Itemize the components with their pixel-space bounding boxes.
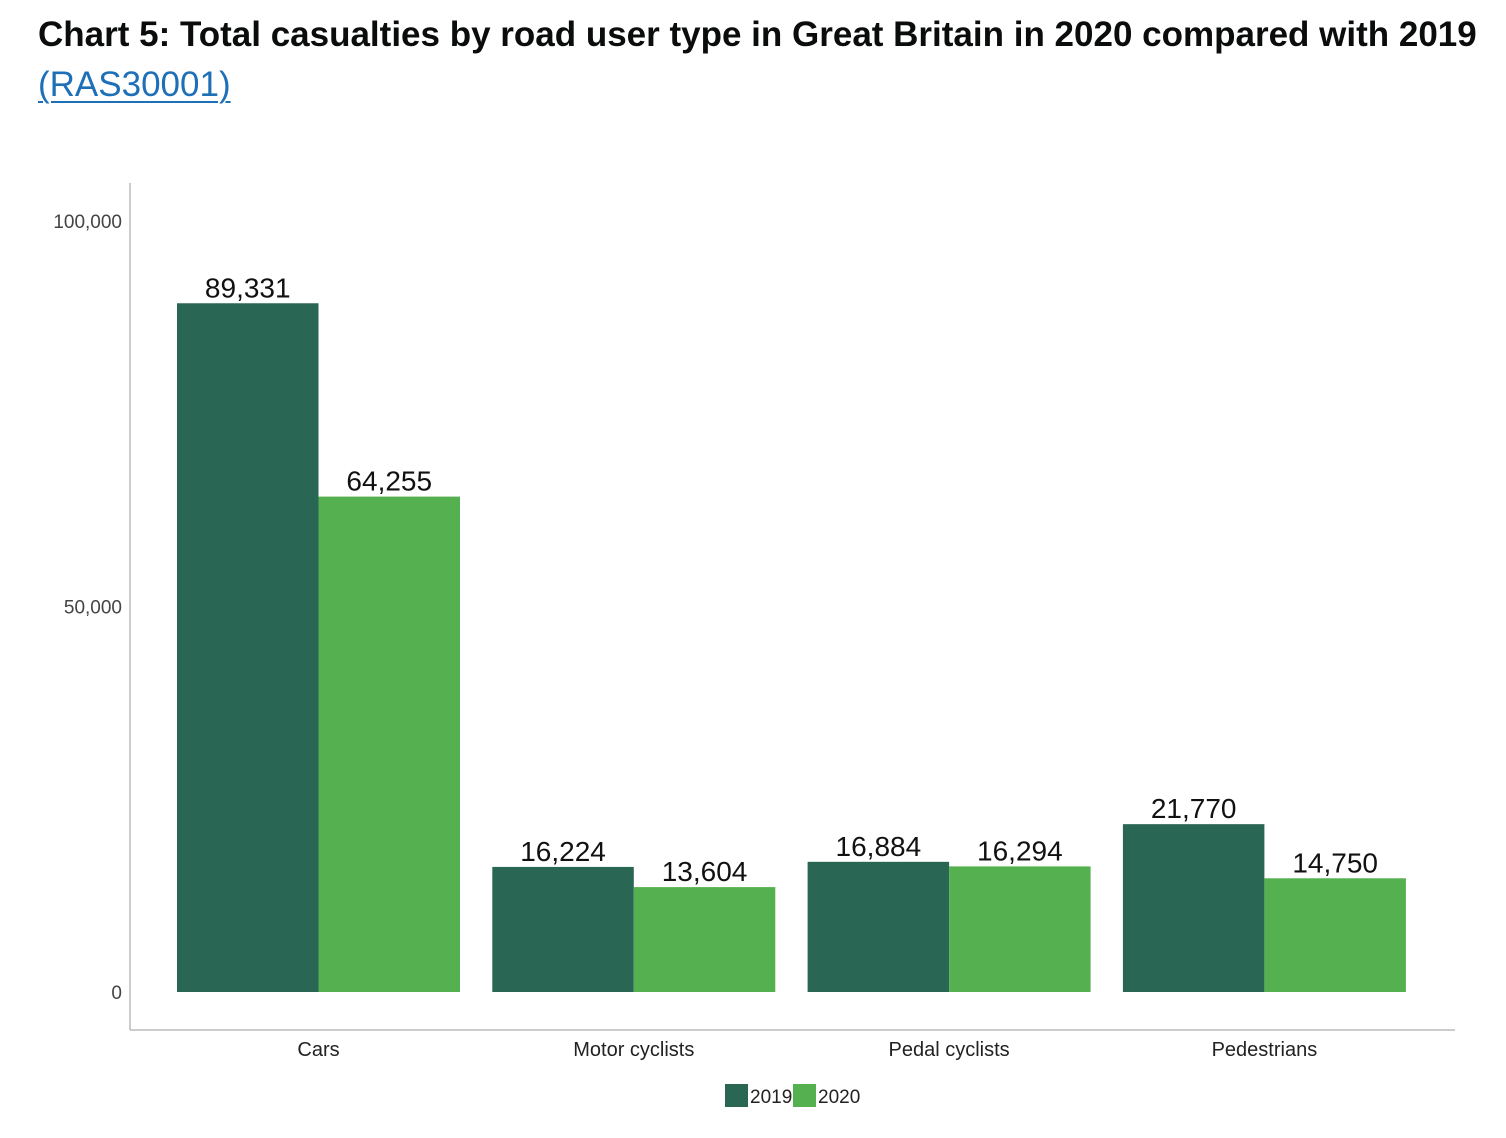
bar-value-label: 16,294 bbox=[977, 835, 1063, 866]
bar-2020 bbox=[318, 496, 460, 992]
bar-2019 bbox=[177, 303, 319, 992]
y-tick-label: 0 bbox=[111, 983, 122, 1004]
bar-value-label: 14,750 bbox=[1292, 847, 1378, 878]
chart-data-labels: 89,331 16,224 16,884 21,770 64,255 13,604 16,2… bbox=[205, 272, 1378, 887]
chart-bars bbox=[177, 303, 1406, 992]
chart-axes: 0 50,000 100,000 Cars Motor cyclists Pedal cy… bbox=[53, 183, 1455, 1061]
bar-value-label: 16,224 bbox=[520, 836, 606, 867]
chart-title-text: Chart 5: Total casualties by road user t… bbox=[38, 15, 1477, 54]
x-category-label: Pedestrians bbox=[1212, 1039, 1318, 1061]
x-category-label: Motor cyclists bbox=[573, 1039, 694, 1061]
bar-value-label: 21,770 bbox=[1151, 793, 1237, 824]
bar-2019 bbox=[807, 861, 950, 992]
y-tick-label: 100,000 bbox=[53, 212, 122, 233]
x-category-label: Pedal cyclists bbox=[889, 1039, 1010, 1061]
legend-swatch-2019 bbox=[725, 1084, 748, 1107]
bar-value-label: 89,331 bbox=[205, 272, 291, 303]
source-table-link[interactable]: (RAS30001) bbox=[38, 65, 231, 104]
bar-value-label: 16,884 bbox=[836, 831, 922, 862]
legend-label: 2019 bbox=[750, 1087, 792, 1108]
legend-label: 2020 bbox=[818, 1087, 860, 1108]
x-category-label: Cars bbox=[297, 1039, 339, 1061]
legend-swatch-2020 bbox=[793, 1084, 816, 1107]
bar-value-label: 64,255 bbox=[346, 466, 432, 497]
bar-value-label: 13,604 bbox=[662, 856, 748, 887]
bar-2020 bbox=[949, 866, 1091, 992]
y-tick-label: 50,000 bbox=[64, 598, 122, 619]
chart-legend: 2019 2020 bbox=[725, 1084, 860, 1108]
bar-2020 bbox=[1264, 878, 1406, 992]
bar-2019 bbox=[492, 866, 634, 992]
bar-2020 bbox=[633, 887, 776, 992]
chart-title: Chart 5: Total casualties by road user t… bbox=[38, 10, 1478, 110]
bar-2019 bbox=[1122, 824, 1265, 992]
